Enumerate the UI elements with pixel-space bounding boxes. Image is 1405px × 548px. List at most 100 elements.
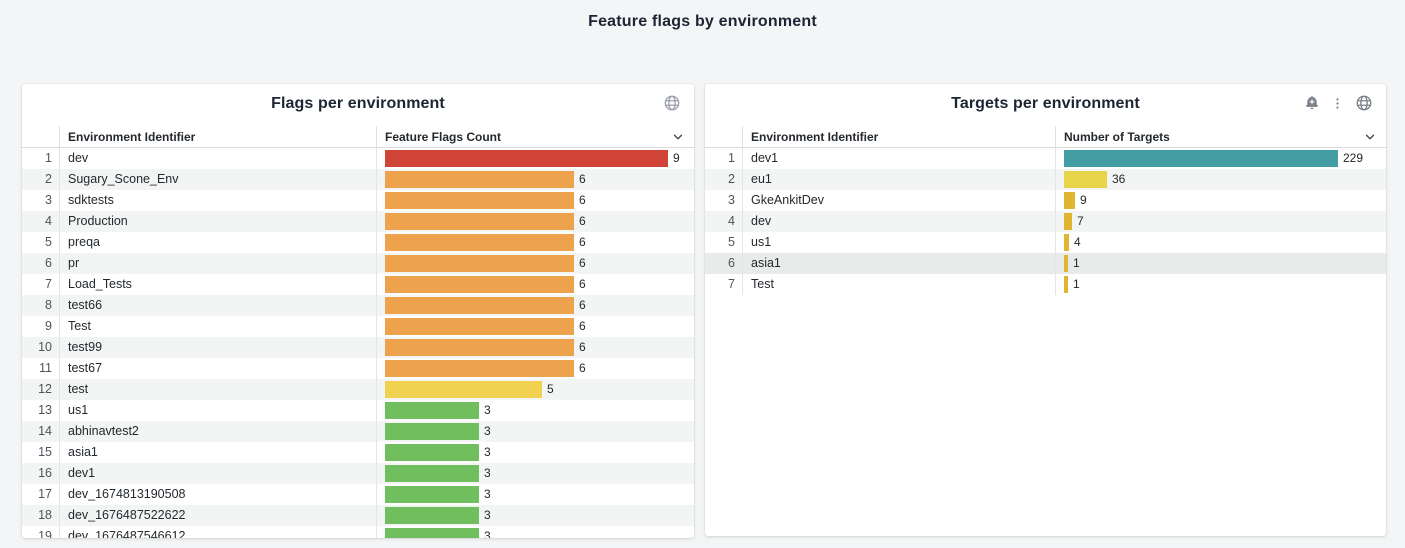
column-header-label: Number of Targets bbox=[1064, 129, 1170, 144]
value-cell: 9 bbox=[1055, 190, 1386, 211]
row-number: 9 bbox=[45, 319, 52, 333]
value-cell: 229 bbox=[1055, 148, 1386, 169]
bar-gauge bbox=[385, 423, 479, 440]
table-row[interactable]: 18 dev_1676487522622 3 bbox=[22, 505, 694, 526]
environment-identifier-cell: Test bbox=[742, 274, 1055, 295]
bar-value-label: 36 bbox=[1112, 172, 1126, 186]
environment-identifier-cell: us1 bbox=[742, 232, 1055, 253]
column-header-environment-identifier[interactable]: Environment Identifier bbox=[59, 126, 376, 147]
row-number: 13 bbox=[38, 403, 52, 417]
table-row[interactable]: 3 GkeAnkitDev 9 bbox=[705, 190, 1386, 211]
table-row[interactable]: 1 dev 9 bbox=[22, 148, 694, 169]
row-number: 4 bbox=[728, 214, 735, 228]
value-cell: 3 bbox=[376, 442, 694, 463]
row-number: 5 bbox=[728, 235, 735, 249]
environment-identifier-cell: Production bbox=[59, 211, 376, 232]
bar-value-label: 7 bbox=[1077, 214, 1084, 228]
bar-gauge bbox=[1064, 276, 1068, 293]
table-row[interactable]: 16 dev1 3 bbox=[22, 463, 694, 484]
bar-value-label: 9 bbox=[1080, 193, 1087, 207]
table-row[interactable]: 4 Production 6 bbox=[22, 211, 694, 232]
dashboard-title: Feature flags by environment bbox=[588, 13, 817, 30]
environment-identifier-cell: asia1 bbox=[59, 442, 376, 463]
environment-identifier-cell: dev_1674813190508 bbox=[59, 484, 376, 505]
row-number: 7 bbox=[45, 277, 52, 291]
row-number: 1 bbox=[728, 151, 735, 165]
bar-value-label: 6 bbox=[579, 340, 586, 354]
globe-icon[interactable] bbox=[1355, 94, 1373, 112]
value-cell: 1 bbox=[1055, 274, 1386, 295]
table-row[interactable]: 13 us1 3 bbox=[22, 400, 694, 421]
value-cell: 3 bbox=[376, 463, 694, 484]
row-number-column-header bbox=[705, 126, 742, 147]
chevron-down-icon[interactable] bbox=[671, 130, 685, 144]
table-row[interactable]: 1 dev1 229 bbox=[705, 148, 1386, 169]
table-row[interactable]: 12 test 5 bbox=[22, 379, 694, 400]
table-row[interactable]: 6 pr 6 bbox=[22, 253, 694, 274]
table-row[interactable]: 14 abhinavtest2 3 bbox=[22, 421, 694, 442]
panel-title-targets[interactable]: Targets per environment bbox=[951, 95, 1140, 112]
environment-identifier-cell: preqa bbox=[59, 232, 376, 253]
column-header-feature-flags-count[interactable]: Feature Flags Count bbox=[376, 126, 694, 147]
bar-gauge bbox=[1064, 171, 1107, 188]
panel-title-flags[interactable]: Flags per environment bbox=[271, 95, 445, 112]
environment-identifier-cell: Test bbox=[59, 316, 376, 337]
environment-identifier-cell: test99 bbox=[59, 337, 376, 358]
bar-value-label: 6 bbox=[579, 235, 586, 249]
table-row[interactable]: 5 us1 4 bbox=[705, 232, 1386, 253]
bar-value-label: 6 bbox=[579, 193, 586, 207]
bar-value-label: 6 bbox=[579, 277, 586, 291]
row-number: 19 bbox=[38, 529, 52, 538]
table-row[interactable]: 7 Load_Tests 6 bbox=[22, 274, 694, 295]
bar-value-label: 229 bbox=[1343, 151, 1364, 165]
environment-identifier-cell: sdktests bbox=[59, 190, 376, 211]
column-header-environment-identifier[interactable]: Environment Identifier bbox=[742, 126, 1055, 147]
bar-gauge bbox=[385, 318, 574, 335]
table-row[interactable]: 4 dev 7 bbox=[705, 211, 1386, 232]
kebab-menu-icon[interactable] bbox=[1331, 96, 1344, 111]
table-row[interactable]: 9 Test 6 bbox=[22, 316, 694, 337]
table-row[interactable]: 17 dev_1674813190508 3 bbox=[22, 484, 694, 505]
value-cell: 6 bbox=[376, 232, 694, 253]
panel-header-icons bbox=[663, 94, 681, 112]
table-row[interactable]: 10 test99 6 bbox=[22, 337, 694, 358]
environment-identifier-cell: dev1 bbox=[59, 463, 376, 484]
bar-value-label: 6 bbox=[579, 319, 586, 333]
environment-identifier-cell: abhinavtest2 bbox=[59, 421, 376, 442]
value-cell: 6 bbox=[376, 316, 694, 337]
bar-gauge bbox=[1064, 192, 1075, 209]
panel-targets-per-environment: Targets per environment bbox=[705, 84, 1386, 536]
table-row[interactable]: 11 test67 6 bbox=[22, 358, 694, 379]
bar-gauge bbox=[1064, 150, 1338, 167]
table-row[interactable]: 6 asia1 1 bbox=[705, 253, 1386, 274]
bar-value-label: 3 bbox=[484, 466, 491, 480]
panel-header-icons bbox=[1304, 94, 1373, 112]
globe-icon[interactable] bbox=[663, 94, 681, 112]
bar-gauge bbox=[385, 465, 479, 482]
bell-plus-icon[interactable] bbox=[1304, 95, 1320, 111]
table-row[interactable]: 5 preqa 6 bbox=[22, 232, 694, 253]
bar-value-label: 1 bbox=[1073, 277, 1080, 291]
table-row[interactable]: 8 test66 6 bbox=[22, 295, 694, 316]
column-header-number-of-targets[interactable]: Number of Targets bbox=[1055, 126, 1386, 147]
table-row[interactable]: 2 eu1 36 bbox=[705, 169, 1386, 190]
bar-gauge bbox=[385, 255, 574, 272]
table-row[interactable]: 15 asia1 3 bbox=[22, 442, 694, 463]
table-body: 1 dev1 229 2 eu1 36 3 GkeAnkitDev 9 4 dev 7 5 us1 4 6 as… bbox=[705, 148, 1386, 536]
chevron-down-icon[interactable] bbox=[1363, 130, 1377, 144]
table-row[interactable]: 7 Test 1 bbox=[705, 274, 1386, 295]
bar-gauge bbox=[385, 486, 479, 503]
value-cell: 6 bbox=[376, 274, 694, 295]
bar-gauge bbox=[385, 297, 574, 314]
table-row[interactable]: 2 Sugary_Scone_Env 6 bbox=[22, 169, 694, 190]
bar-value-label: 3 bbox=[484, 487, 491, 501]
table-row[interactable]: 3 sdktests 6 bbox=[22, 190, 694, 211]
row-number: 4 bbox=[45, 214, 52, 228]
bar-gauge bbox=[385, 192, 574, 209]
environment-identifier-cell: GkeAnkitDev bbox=[742, 190, 1055, 211]
table-row[interactable]: 19 dev_1676487546612 3 bbox=[22, 526, 694, 538]
bar-gauge bbox=[385, 276, 574, 293]
value-cell: 5 bbox=[376, 379, 694, 400]
environment-identifier-cell: eu1 bbox=[742, 169, 1055, 190]
bar-gauge bbox=[385, 528, 479, 538]
